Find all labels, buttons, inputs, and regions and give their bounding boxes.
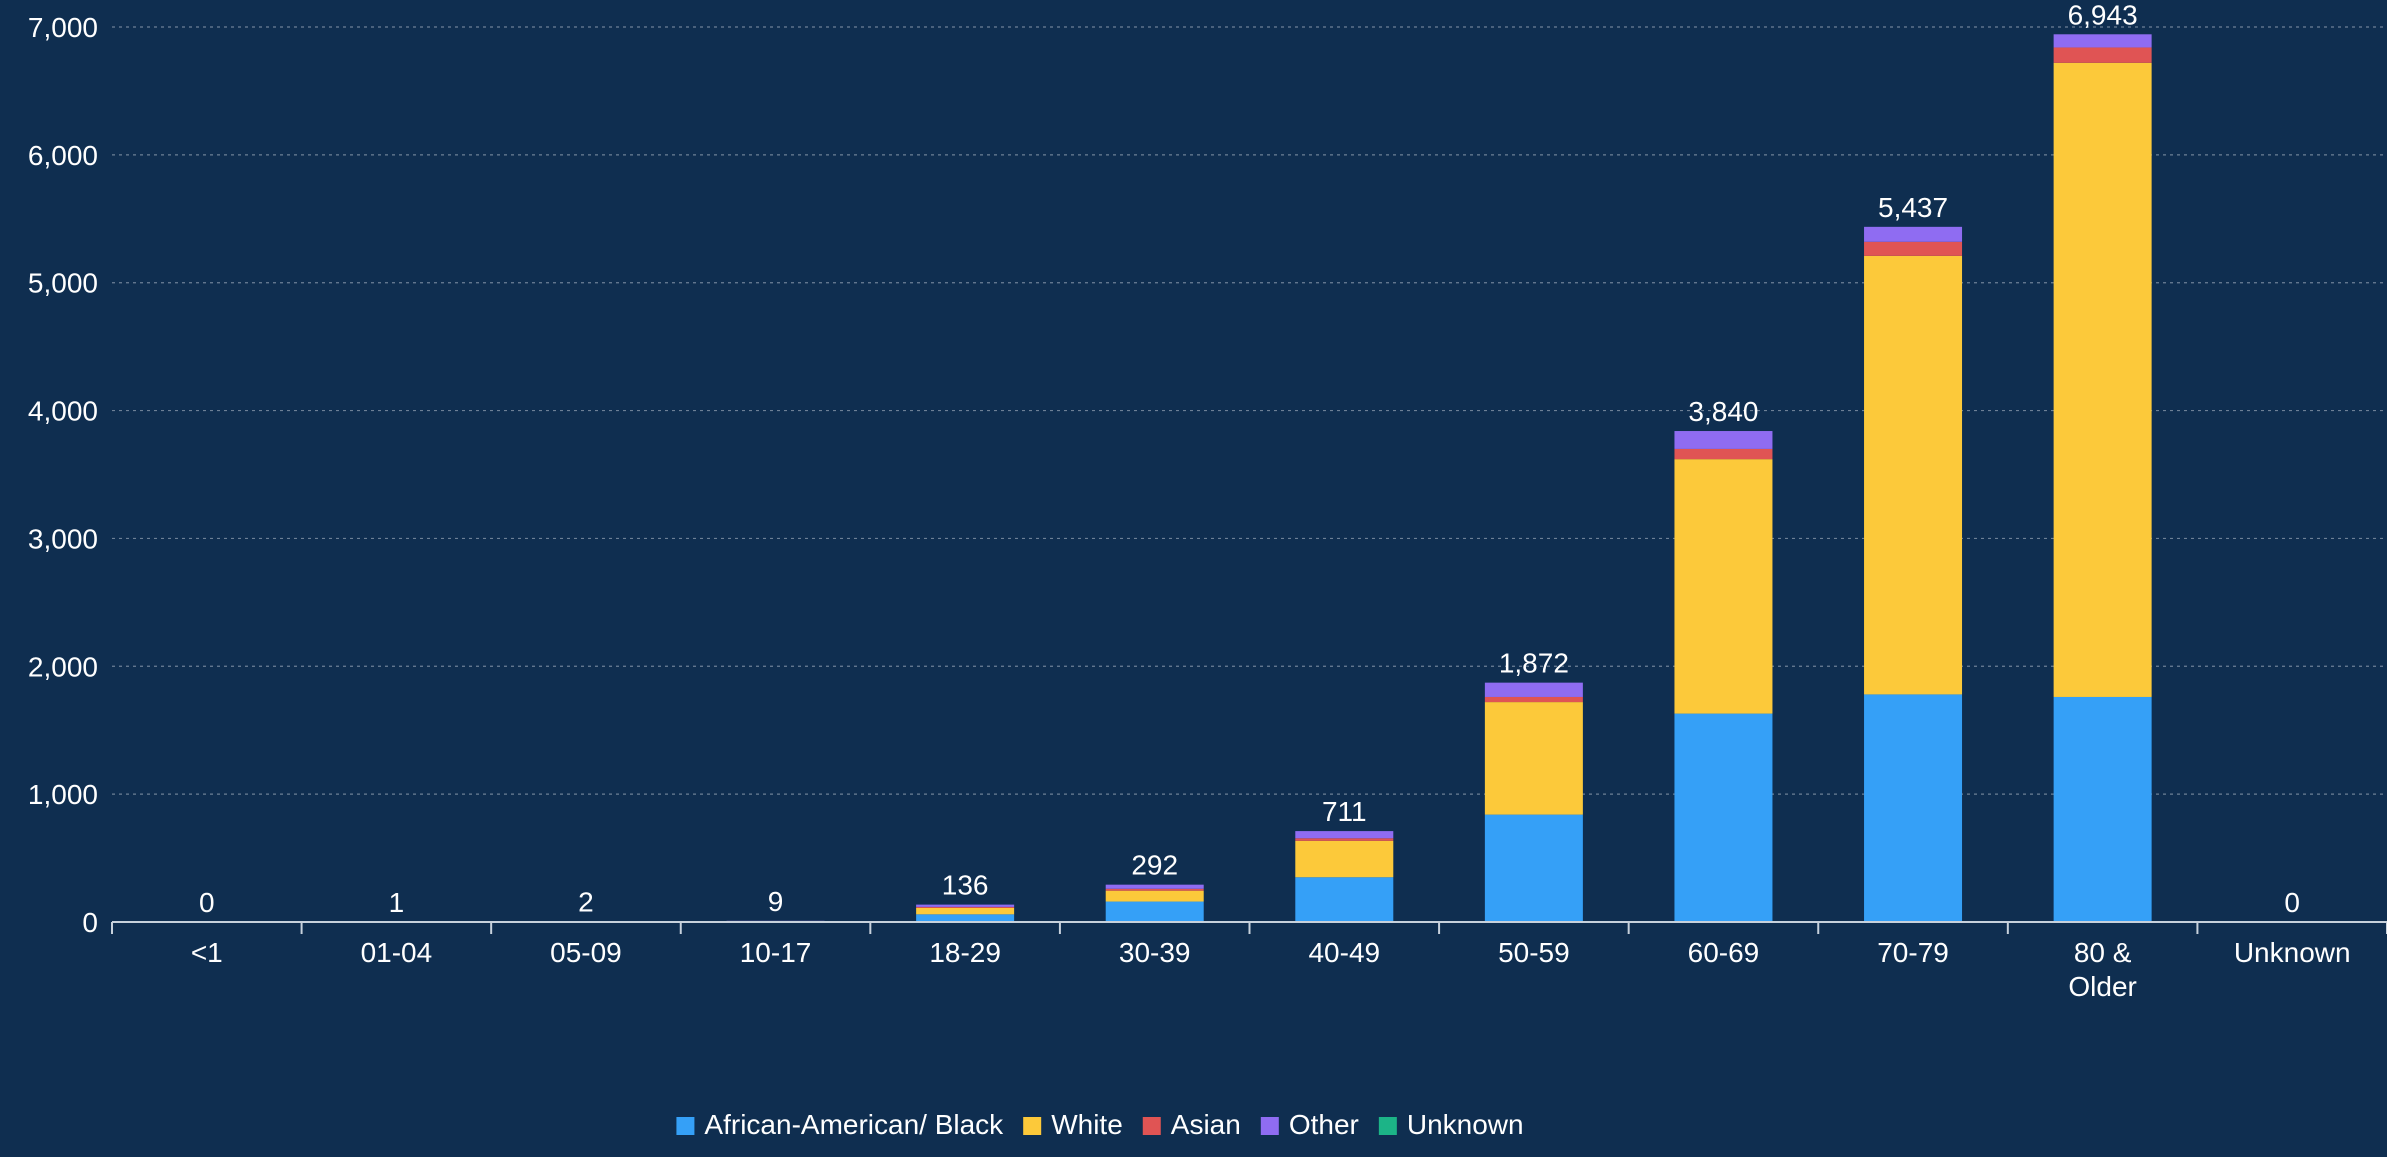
legend-item[interactable]: White xyxy=(1023,1109,1123,1140)
bar-segment[interactable] xyxy=(1864,227,1962,242)
legend-swatch xyxy=(1379,1117,1397,1135)
bar-segment[interactable] xyxy=(1295,838,1393,841)
bar-segment[interactable] xyxy=(1674,431,1772,449)
x-tick-label: 30-39 xyxy=(1119,937,1191,968)
x-tick-label: Unknown xyxy=(2234,937,2351,968)
legend-label: White xyxy=(1051,1109,1123,1140)
x-tick-label: 50-59 xyxy=(1498,937,1570,968)
legend: African-American/ Black White Asian Other Un… xyxy=(676,1109,1523,1140)
legend-label: Asian xyxy=(1171,1109,1241,1140)
bar-segment[interactable] xyxy=(1674,459,1772,713)
bar-segment[interactable] xyxy=(1106,891,1204,902)
bar-segment[interactable] xyxy=(1485,702,1583,815)
legend-label: Unknown xyxy=(1407,1109,1524,1140)
legend-swatch xyxy=(1261,1117,1279,1135)
legend-swatch xyxy=(1143,1117,1161,1135)
legend-label: Other xyxy=(1289,1109,1359,1140)
legend-item[interactable]: African-American/ Black xyxy=(676,1109,1004,1140)
bar-total-label: 711 xyxy=(1322,796,1367,827)
bar-segment[interactable] xyxy=(1295,877,1393,922)
x-tick-label: 70-79 xyxy=(1877,937,1949,968)
bar-segment[interactable] xyxy=(1485,683,1583,697)
x-tick-label: 40-49 xyxy=(1308,937,1380,968)
bar-segment[interactable] xyxy=(1674,449,1772,459)
legend-item[interactable]: Other xyxy=(1261,1109,1359,1140)
x-axis-tick-labels: <1 01-04 05-09 10-17 18-29 30-39 40-49 50-59 60-… xyxy=(191,937,2351,1002)
bar-segment[interactable] xyxy=(916,907,1014,908)
legend-label: African-American/ Black xyxy=(704,1109,1004,1140)
bar-segment[interactable] xyxy=(2054,47,2152,62)
x-tick-label: 60-69 xyxy=(1688,937,1760,968)
bar-total-label: 1 xyxy=(389,887,405,918)
bar-total-label: 0 xyxy=(199,887,215,918)
bar-segment[interactable] xyxy=(1106,885,1204,889)
bar-segment[interactable] xyxy=(1295,831,1393,838)
y-tick-label: 5,000 xyxy=(28,268,98,299)
bar-total-label: 6,943 xyxy=(2068,0,2138,30)
bar-segment[interactable] xyxy=(916,908,1014,914)
bar-segment[interactable] xyxy=(2054,697,2152,922)
bar-segment[interactable] xyxy=(1864,694,1962,922)
y-tick-label: 6,000 xyxy=(28,140,98,171)
x-tick-label: 18-29 xyxy=(929,937,1001,968)
bar-total-label: 136 xyxy=(942,870,989,901)
bar-segment[interactable] xyxy=(1106,902,1204,922)
bar-segment[interactable] xyxy=(916,905,1014,907)
bar-segment[interactable] xyxy=(2054,34,2152,47)
bar-total-label: 9 xyxy=(768,886,784,917)
bar-segment[interactable] xyxy=(1295,841,1393,877)
bar-total-labels: 0 1 2 9 136 292 711 1,872 3,840 5,437 6,943 0 xyxy=(199,0,2300,918)
legend-swatch xyxy=(1023,1117,1041,1135)
y-axis-tick-labels: 0 1,000 2,000 3,000 4,000 5,000 6,000 7,000 xyxy=(28,12,98,938)
y-tick-label: 1,000 xyxy=(28,779,98,810)
bar-total-label: 3,840 xyxy=(1688,396,1758,427)
legend-item[interactable]: Unknown xyxy=(1379,1109,1524,1140)
x-tick-label: 10-17 xyxy=(740,937,812,968)
bar-total-label: 1,872 xyxy=(1499,648,1569,679)
bar-segment[interactable] xyxy=(1864,256,1962,695)
bar-segment[interactable] xyxy=(1864,242,1962,256)
bar-segment[interactable] xyxy=(916,914,1014,922)
bar-segment[interactable] xyxy=(2054,63,2152,697)
bar-segment[interactable] xyxy=(1106,889,1204,891)
bar-total-label: 292 xyxy=(1131,850,1178,881)
x-axis xyxy=(112,922,2387,934)
x-tick-label: 01-04 xyxy=(361,937,433,968)
bar-total-label: 0 xyxy=(2284,887,2300,918)
y-tick-label: 0 xyxy=(82,907,98,938)
y-tick-label: 2,000 xyxy=(28,651,98,682)
legend-item[interactable]: Asian xyxy=(1143,1109,1241,1140)
bar-segment[interactable] xyxy=(1674,714,1772,922)
x-tick-label: 80 & Older xyxy=(2068,937,2136,1002)
bar-segment[interactable] xyxy=(1485,815,1583,922)
bars xyxy=(347,34,2151,922)
legend-swatch xyxy=(676,1117,694,1135)
y-tick-label: 4,000 xyxy=(28,396,98,427)
x-tick-label: <1 xyxy=(191,937,223,968)
bar-segment[interactable] xyxy=(1485,697,1583,702)
y-tick-label: 3,000 xyxy=(28,523,98,554)
bar-total-label: 2 xyxy=(578,887,594,918)
y-tick-label: 7,000 xyxy=(28,12,98,43)
grid-lines xyxy=(112,27,2387,794)
bar-total-label: 5,437 xyxy=(1878,192,1948,223)
x-tick-label: 05-09 xyxy=(550,937,622,968)
